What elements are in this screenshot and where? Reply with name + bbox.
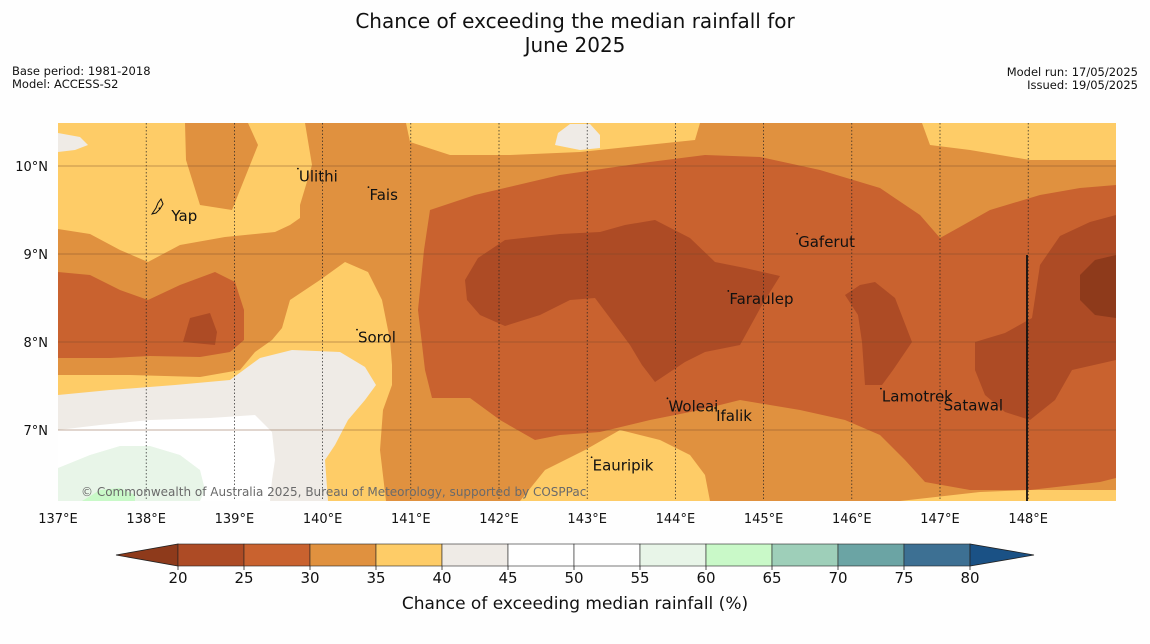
model-name-text: Model: ACCESS-S2 — [12, 77, 119, 91]
base-period-text: Base period: 1981-2018 — [12, 64, 151, 78]
colorbar-tick-label: 65 — [762, 569, 781, 587]
band-35-40-south — [520, 430, 710, 501]
colorbar-under-triangle — [115, 543, 179, 567]
band-35-40-southeast — [900, 490, 1116, 501]
place-label: Ifalik — [716, 407, 752, 425]
band-35-40-northwest — [58, 123, 312, 262]
place-label: Ulithi — [299, 168, 338, 186]
band-below-20-east — [1080, 255, 1116, 318]
place-label: Eauripik — [593, 456, 654, 474]
place-marker — [714, 407, 716, 409]
colorbar-tick-label: 50 — [564, 569, 583, 587]
band-60-65-southwest — [82, 488, 135, 501]
colorbar-segment — [573, 543, 641, 567]
place-marker — [367, 186, 370, 189]
place-label: Faraulep — [729, 290, 793, 308]
lon-tick-label: 146°E — [832, 512, 872, 527]
axis-labels: 137°E 138°E 139°E 140°E 141°E 142°E 143°E 144°E… — [15, 160, 1048, 527]
yap-island-outline — [150, 197, 164, 215]
colorbar-over-triangle — [969, 543, 1035, 567]
colorbar-tick-label: 40 — [432, 569, 451, 587]
place-label: Woleai — [668, 397, 718, 415]
band-55-60-southwest — [58, 446, 205, 501]
colorbar-segment — [705, 543, 773, 567]
band-40-45-northwest-edge — [58, 133, 88, 152]
place-label: Gaferut — [798, 233, 855, 251]
place-marker — [590, 456, 593, 459]
colorbar-segment — [243, 543, 311, 567]
colorbar-tick-label: 20 — [168, 569, 187, 587]
map-title-line1: Chance of exceeding the median rainfall … — [355, 9, 795, 33]
colorbar-segment — [375, 543, 443, 567]
issued-text: Issued: 19/05/2025 — [1027, 78, 1138, 92]
colorbar-tick-label: 55 — [630, 569, 649, 587]
colorbar-tick-label: 45 — [498, 569, 517, 587]
place-marker — [880, 387, 882, 390]
place-marker — [941, 396, 944, 399]
band-40-45-north — [555, 124, 600, 150]
colorbar-title: Chance of exceeding median rainfall (%) — [401, 594, 749, 614]
place-label: Fais — [369, 186, 398, 204]
lat-tick-label: 8°N — [24, 336, 49, 351]
graticule — [58, 123, 1116, 501]
colorbar-tick-label: 80 — [960, 569, 979, 587]
lon-tick-label: 141°E — [391, 512, 431, 527]
colorbar-segment — [441, 543, 509, 567]
band-20-25-west — [183, 313, 217, 345]
colorbar-tick-label: 70 — [828, 569, 847, 587]
colorbar-segment — [507, 543, 575, 567]
band-20-25-central — [465, 220, 780, 382]
lon-tick-label: 138°E — [126, 512, 166, 527]
lat-tick-label: 7°N — [24, 424, 49, 439]
band-20-25-lamotrek — [845, 282, 912, 385]
lon-tick-label: 142°E — [479, 512, 519, 527]
lat-tick-label: 9°N — [24, 248, 49, 263]
colorbar-tick-label: 75 — [894, 569, 913, 587]
colorbar-segment — [771, 543, 839, 567]
copyright-text: © Commonwealth of Australia 2025, Bureau… — [81, 485, 586, 499]
place-marker — [796, 232, 799, 235]
colorbar: 20 25 30 35 40 45 50 55 60 65 70 75 80 — [115, 543, 1035, 587]
colorbar-segment — [639, 543, 707, 567]
colorbar-tick-label: 25 — [234, 569, 253, 587]
colorbar-segment — [177, 543, 245, 567]
colorbar-segment — [309, 543, 377, 567]
colorbar-tick-label: 30 — [300, 569, 319, 587]
colorbar-segment — [837, 543, 905, 567]
band-35-40-north-center — [406, 123, 700, 155]
colorbar-tick-label: 60 — [696, 569, 715, 587]
colorbar-segment — [903, 543, 971, 567]
place-label: Sorol — [358, 329, 396, 347]
lon-tick-label: 144°E — [656, 512, 696, 527]
lon-tick-label: 137°E — [38, 512, 78, 527]
band-35-40-northeast — [922, 123, 1116, 160]
band-20-25-east — [975, 215, 1116, 420]
place-labels: Yap Ulithi Fais Gaferut Faraulep Sorol Lamotre… — [158, 167, 1003, 474]
lon-tick-label: 143°E — [567, 512, 607, 527]
place-label: Lamotrek — [882, 388, 953, 406]
place-marker — [356, 328, 358, 331]
place-marker — [727, 290, 730, 292]
lon-tick-label: 139°E — [215, 512, 255, 527]
meta-right: Model run: 17/05/2025 Issued: 19/05/2025 — [1007, 66, 1138, 92]
map-title-line2: June 2025 — [524, 33, 626, 57]
place-marker — [297, 167, 299, 170]
place-label: Yap — [170, 207, 197, 225]
meta-left: Base period: 1981-2018 Model: ACCESS-S2 — [12, 65, 151, 91]
lon-tick-label: 148°E — [1008, 512, 1048, 527]
colorbar-tick-label: 35 — [366, 569, 385, 587]
model-run-text: Model run: 17/05/2025 — [1006, 65, 1138, 79]
place-marker — [666, 397, 669, 400]
lat-tick-label: 10°N — [15, 160, 48, 175]
lon-tick-label: 140°E — [303, 512, 343, 527]
place-label: Satawal — [944, 396, 1003, 414]
lon-tick-label: 147°E — [920, 512, 960, 527]
lon-tick-label: 145°E — [744, 512, 784, 527]
